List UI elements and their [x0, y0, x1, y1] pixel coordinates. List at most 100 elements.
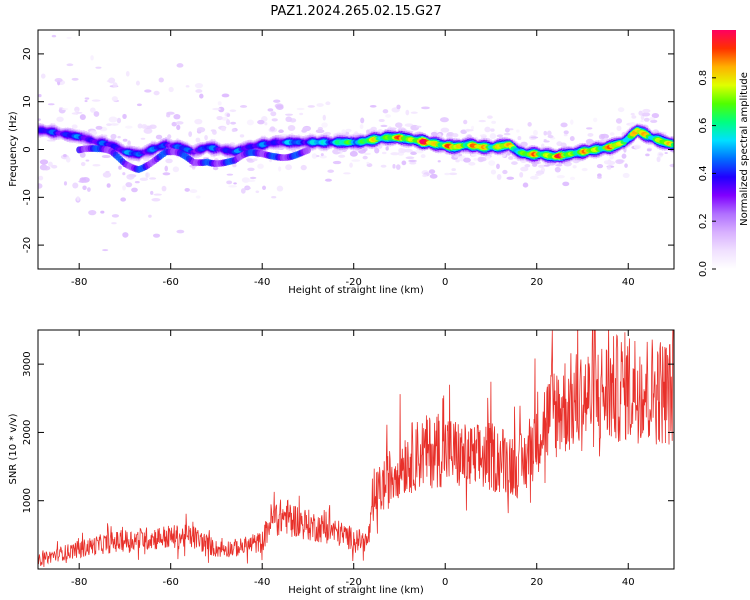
spectrogram-noise-cell — [392, 164, 396, 169]
spectrogram-noise-cell — [349, 150, 358, 157]
spectrogram-noise-cell — [325, 101, 331, 106]
spectrogram-x-axis: -80 -60 -40 -20 0 20 40 — [71, 30, 635, 288]
spectrogram-noise-cell — [410, 111, 418, 114]
spectrogram-noise-cell — [232, 163, 237, 168]
spectrogram-noise-cell — [349, 162, 353, 168]
spectrogram-noise-cell — [415, 125, 422, 128]
spectrogram-noise-cell — [216, 115, 223, 121]
spectrogram-noise-cell — [89, 107, 96, 113]
colorbar-tick-label: 0.6 — [698, 118, 709, 134]
spectrogram-noise-cell — [153, 233, 161, 238]
spectrogram-noise-cell — [563, 130, 569, 135]
spectrogram-noise-cell — [126, 174, 135, 180]
spectrogram-noise-cell — [439, 117, 449, 123]
spectrogram-noise-cell — [382, 109, 389, 114]
spectrogram-noise-cell — [85, 159, 90, 162]
spectrogram-noise-cell — [93, 111, 100, 117]
spectrogram-noise-cell — [490, 128, 495, 132]
spectrogram-noise-cell — [38, 118, 41, 121]
spectrogram-noise-cell — [378, 118, 385, 123]
spectrogram-noise-cell — [369, 104, 377, 108]
spectrogram-noise-cell — [664, 151, 668, 154]
spectrogram-noise-cell — [596, 163, 604, 169]
spectrogram-x-tick-label: 0 — [442, 277, 448, 288]
spectrogram-noise-cell — [364, 152, 372, 156]
spectrogram-noise-cell — [111, 222, 117, 225]
spectrogram-noise-cell — [63, 153, 67, 158]
spectrogram-noise-cell — [405, 109, 410, 116]
spectrogram-noise-cell — [269, 126, 276, 132]
spectrogram-noise-cell — [122, 185, 127, 191]
spectrogram-noise-cell — [54, 77, 63, 83]
spectrogram-noise-cell — [556, 174, 565, 179]
spectrogram-noise-cell — [446, 131, 455, 137]
spectrogram-noise-cell — [398, 147, 405, 154]
spectrogram-noise-cell — [338, 154, 346, 158]
spectrogram-noise-cell — [609, 155, 614, 160]
spectrogram-noise-cell — [555, 163, 563, 167]
spectrogram-noise-cell — [370, 126, 377, 132]
spectrogram-noise-cell — [212, 107, 221, 111]
spectrogram-panel: -80 -60 -40 -20 0 20 40 -20 -10 0 10 20 Height of … — [8, 29, 675, 296]
spectrogram-noise-cell — [316, 154, 320, 158]
spectrogram-noise-cell — [519, 171, 524, 178]
spectrogram-noise-cell — [615, 159, 624, 165]
spectrogram-noise-cell — [332, 160, 342, 165]
spectrogram-noise-cell — [631, 115, 637, 119]
spectrogram-noise-cell — [517, 135, 522, 141]
spectrogram-noise-cell — [537, 164, 545, 168]
spectrogram-noise-cell — [646, 148, 652, 152]
spectrogram-ridge — [38, 122, 674, 174]
spectrogram-noise-cell — [278, 166, 282, 172]
spectrogram-noise-cell — [622, 172, 630, 178]
spectrogram-y-label: Frequency (Hz) — [8, 111, 19, 187]
spectrogram-noise-cell — [38, 175, 44, 181]
spectrogram-noise-cell — [487, 115, 493, 119]
spectrogram-noise-cell — [468, 161, 476, 166]
spectrogram-noise-cell — [229, 109, 237, 113]
spectrogram-noise-cell — [136, 103, 142, 107]
spectrogram-noise-cell — [385, 114, 392, 118]
spectrogram-noise-cell — [656, 156, 661, 163]
spectrogram-noise-cell — [271, 118, 278, 122]
spectrogram-noise-cell — [311, 153, 318, 159]
spectrogram-noise-cell — [255, 190, 260, 194]
spectrogram-noise-cell — [315, 129, 325, 134]
spectrogram-noise-cell — [343, 172, 351, 175]
spectrogram-noise-cell — [405, 156, 415, 160]
spectrogram-noise-cell — [522, 182, 529, 188]
spectrogram-noise-cell — [218, 106, 225, 113]
spectrogram-x-tick-label: -80 — [71, 277, 87, 288]
spectrogram-noise-cell — [322, 114, 326, 121]
spectrogram-noise-cell — [195, 89, 203, 93]
spectrogram-noise-cell — [106, 123, 112, 127]
spectrogram-noise-cell — [351, 159, 361, 162]
spectrogram-noise-cell — [600, 133, 609, 139]
spectrogram-noise-cell — [302, 126, 311, 132]
spectrogram-noise-cell — [452, 133, 459, 138]
spectrogram-noise-cell — [262, 185, 267, 190]
spectrogram-noise-cell — [155, 134, 163, 140]
spectrogram-noise-cell — [158, 77, 164, 83]
colorbar-tick-label: 0.0 — [698, 261, 709, 277]
spectrogram-noise-cell — [171, 121, 177, 127]
spectrogram-noise-cell — [194, 82, 204, 89]
spectrogram-noise-cell — [140, 137, 146, 140]
spectrogram-noise-cell — [40, 73, 46, 79]
spectrogram-noise-cell — [221, 93, 230, 98]
snr-x-tick-label: 0 — [442, 577, 448, 588]
spectrogram-noise-cell — [162, 172, 171, 176]
spectrogram-noise-cell — [167, 134, 172, 139]
spectrogram-noise-cell — [420, 154, 426, 159]
spectrogram-noise-cell — [221, 116, 229, 121]
spectrogram-noise-cell — [189, 189, 198, 194]
spectrogram-noise-cell — [409, 161, 417, 165]
snr-x-tick-label: -20 — [346, 577, 362, 588]
spectrogram-noise-cell — [633, 144, 642, 150]
snr-x-tick-label: 20 — [530, 577, 543, 588]
spectrogram-noise-cell — [593, 117, 598, 123]
spectrogram-noise-cell — [131, 187, 138, 193]
spectrogram-noise-cell — [473, 158, 478, 161]
spectrogram-noise-cell — [38, 93, 42, 98]
spectrogram-noise-cell — [100, 210, 105, 214]
